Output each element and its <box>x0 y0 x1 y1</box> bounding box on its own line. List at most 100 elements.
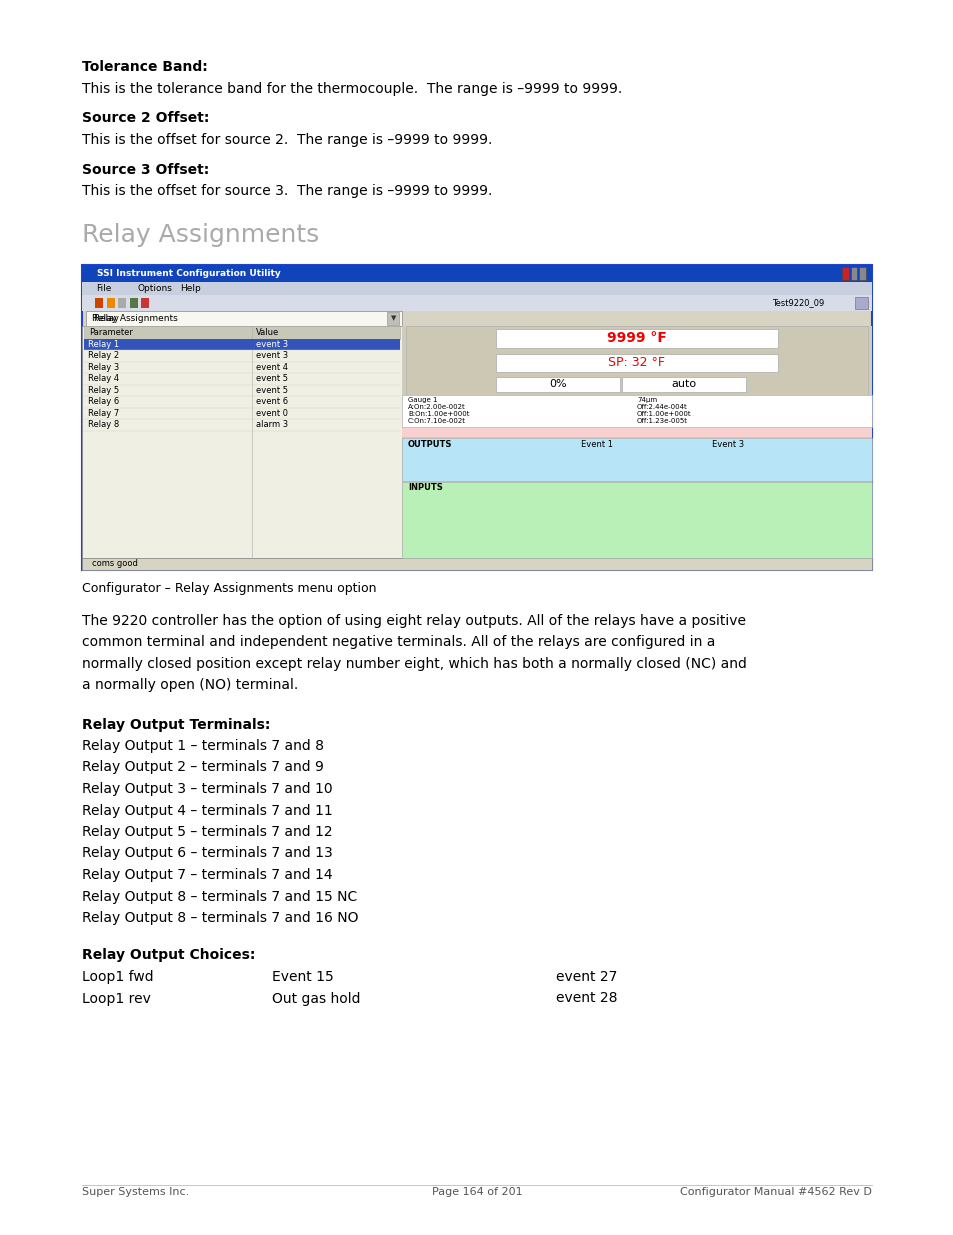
Text: Relay 3: Relay 3 <box>88 363 119 372</box>
Text: Relay Assignments: Relay Assignments <box>82 222 319 247</box>
Bar <box>401 395 871 427</box>
Bar <box>82 295 871 310</box>
Text: Loop1 fwd: Loop1 fwd <box>82 969 153 984</box>
Text: Configurator – Relay Assignments menu option: Configurator – Relay Assignments menu op… <box>82 582 376 594</box>
Text: 74μm: 74μm <box>637 396 657 403</box>
Text: C:On:7.10e-002t: C:On:7.10e-002t <box>408 417 465 424</box>
Text: event 6: event 6 <box>255 398 288 406</box>
Bar <box>86 310 401 326</box>
Bar <box>387 311 399 325</box>
Text: 9999 °F: 9999 °F <box>606 331 666 346</box>
Bar <box>95 298 103 308</box>
Text: a normally open (NO) terminal.: a normally open (NO) terminal. <box>82 678 298 692</box>
Bar <box>84 326 399 338</box>
Text: event 27: event 27 <box>556 969 617 984</box>
Bar <box>141 298 149 308</box>
Bar <box>107 298 114 308</box>
Text: event 28: event 28 <box>556 992 617 1005</box>
Text: Source 2 Offset:: Source 2 Offset: <box>82 111 209 126</box>
Text: alarm 3: alarm 3 <box>255 420 288 430</box>
Text: SSI Instrument Configuration Utility: SSI Instrument Configuration Utility <box>97 269 280 278</box>
Text: event 4: event 4 <box>255 363 287 372</box>
Text: Tolerance Band:: Tolerance Band: <box>82 61 208 74</box>
Text: SP: 32 °F: SP: 32 °F <box>608 356 665 369</box>
Bar <box>401 438 871 480</box>
Text: INPUTS: INPUTS <box>408 483 442 493</box>
Text: normally closed position except relay number eight, which has both a normally cl: normally closed position except relay nu… <box>82 657 746 671</box>
Text: Page 164 of 201: Page 164 of 201 <box>432 1187 521 1197</box>
Text: Relay Assignments: Relay Assignments <box>91 314 177 322</box>
Text: Relay Output Choices:: Relay Output Choices: <box>82 948 255 962</box>
Text: Super Systems Inc.: Super Systems Inc. <box>82 1187 189 1197</box>
Bar <box>496 329 778 348</box>
Text: B:On:1.00e+000t: B:On:1.00e+000t <box>408 411 469 417</box>
Text: This is the tolerance band for the thermocouple.  The range is –9999 to 9999.: This is the tolerance band for the therm… <box>82 82 621 95</box>
Text: Relay Output 7 – terminals 7 and 14: Relay Output 7 – terminals 7 and 14 <box>82 868 333 882</box>
Text: event 3: event 3 <box>255 340 288 348</box>
Bar <box>401 429 871 437</box>
Text: Help: Help <box>180 284 200 293</box>
Text: Relay: Relay <box>94 314 122 322</box>
Text: Gauge 1: Gauge 1 <box>408 396 437 403</box>
Text: event 3: event 3 <box>255 351 288 361</box>
Text: ▼: ▼ <box>391 315 395 321</box>
Text: File: File <box>96 284 112 293</box>
Bar <box>858 267 864 280</box>
Text: Event 1: Event 1 <box>580 440 612 448</box>
Text: Relay 8: Relay 8 <box>88 420 119 430</box>
Text: coms good: coms good <box>91 559 138 568</box>
Text: auto: auto <box>671 379 696 389</box>
Bar <box>82 326 401 557</box>
Bar <box>84 338 399 350</box>
Text: Options: Options <box>138 284 172 293</box>
Text: Relay 6: Relay 6 <box>88 398 119 406</box>
Text: Configurator Manual #4562 Rev D: Configurator Manual #4562 Rev D <box>679 1187 871 1197</box>
Bar <box>401 482 871 557</box>
Text: Relay Output 3 – terminals 7 and 10: Relay Output 3 – terminals 7 and 10 <box>82 782 333 797</box>
Text: Relay Output 8 – terminals 7 and 16 NO: Relay Output 8 – terminals 7 and 16 NO <box>82 911 358 925</box>
Bar <box>406 326 867 414</box>
Text: event 5: event 5 <box>255 385 287 395</box>
Text: Event 15: Event 15 <box>272 969 333 984</box>
Text: Relay 1: Relay 1 <box>88 340 119 348</box>
Text: This is the offset for source 3.  The range is –9999 to 9999.: This is the offset for source 3. The ran… <box>82 184 492 199</box>
Text: A:On:2.00e-002t: A:On:2.00e-002t <box>408 404 465 410</box>
Bar <box>854 296 867 309</box>
Text: event 5: event 5 <box>255 374 287 383</box>
Bar <box>850 267 856 280</box>
Text: The 9220 controller has the option of using eight relay outputs. All of the rela: The 9220 controller has the option of us… <box>82 614 745 627</box>
Text: 0%: 0% <box>549 379 566 389</box>
Bar <box>621 377 745 391</box>
Text: Relay Output 2 – terminals 7 and 9: Relay Output 2 – terminals 7 and 9 <box>82 761 323 774</box>
Text: Relay Output 1 – terminals 7 and 8: Relay Output 1 – terminals 7 and 8 <box>82 739 324 753</box>
Bar <box>401 326 871 557</box>
Text: common terminal and independent negative terminals. All of the relays are config: common terminal and independent negative… <box>82 635 715 650</box>
Bar <box>82 264 871 282</box>
Text: Relay 5: Relay 5 <box>88 385 119 395</box>
Text: Off:2.44e-004t: Off:2.44e-004t <box>637 404 687 410</box>
Text: Parameter: Parameter <box>89 327 132 337</box>
Text: OUTPUTS: OUTPUTS <box>408 440 452 448</box>
Bar <box>82 264 871 569</box>
Text: Relay Output Terminals:: Relay Output Terminals: <box>82 718 270 731</box>
Text: Relay 4: Relay 4 <box>88 374 119 383</box>
Text: Event 3: Event 3 <box>712 440 743 448</box>
Text: Relay 7: Relay 7 <box>88 409 119 417</box>
Text: Relay Output 8 – terminals 7 and 15 NC: Relay Output 8 – terminals 7 and 15 NC <box>82 889 356 904</box>
Bar <box>82 282 871 295</box>
Bar <box>118 298 126 308</box>
Text: Relay 2: Relay 2 <box>88 351 119 361</box>
Bar <box>841 267 847 280</box>
Bar <box>496 377 619 391</box>
Text: Value: Value <box>255 327 278 337</box>
Text: Loop1 rev: Loop1 rev <box>82 992 151 1005</box>
Text: event 0: event 0 <box>255 409 287 417</box>
Text: This is the offset for source 2.  The range is –9999 to 9999.: This is the offset for source 2. The ran… <box>82 133 492 147</box>
Text: Test9220_09: Test9220_09 <box>771 298 823 308</box>
Text: Off:1.00e+000t: Off:1.00e+000t <box>637 411 691 417</box>
Text: Relay Output 6 – terminals 7 and 13: Relay Output 6 – terminals 7 and 13 <box>82 846 333 861</box>
Bar <box>496 354 778 372</box>
Text: Relay Output 5 – terminals 7 and 12: Relay Output 5 – terminals 7 and 12 <box>82 825 333 839</box>
Text: Source 3 Offset:: Source 3 Offset: <box>82 163 209 177</box>
Text: Off:1.23e-005t: Off:1.23e-005t <box>637 417 687 424</box>
